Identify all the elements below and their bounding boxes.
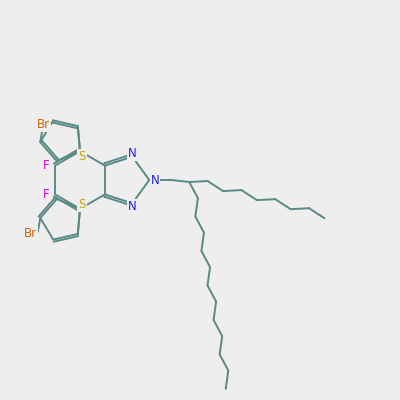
Text: N: N: [128, 147, 137, 160]
Text: S: S: [78, 198, 86, 211]
Text: S: S: [78, 150, 86, 162]
Text: N: N: [128, 200, 137, 213]
Text: Br: Br: [24, 227, 37, 240]
Text: Br: Br: [37, 118, 50, 131]
Text: F: F: [43, 188, 50, 201]
Text: F: F: [43, 159, 50, 172]
Text: N: N: [150, 174, 159, 186]
